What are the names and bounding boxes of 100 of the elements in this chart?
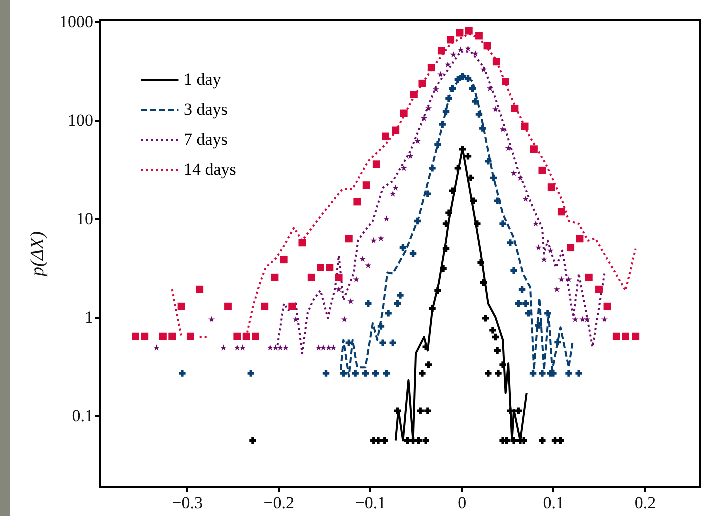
point xyxy=(414,218,422,225)
point xyxy=(382,132,390,140)
point xyxy=(494,347,501,354)
point xyxy=(544,310,552,317)
point xyxy=(365,262,372,269)
point xyxy=(584,316,591,322)
point xyxy=(392,126,400,134)
point xyxy=(532,220,540,227)
legend-label: 7 days xyxy=(184,130,228,149)
point xyxy=(449,85,456,92)
point xyxy=(538,166,546,174)
point xyxy=(417,408,424,414)
point xyxy=(336,286,342,292)
point xyxy=(288,302,296,310)
point xyxy=(422,344,430,350)
point xyxy=(478,259,484,266)
point xyxy=(557,437,564,444)
point xyxy=(421,115,428,122)
point xyxy=(572,316,579,322)
point xyxy=(434,287,442,294)
point xyxy=(298,239,306,247)
point xyxy=(510,437,518,444)
point xyxy=(410,91,418,98)
point xyxy=(168,332,176,340)
point xyxy=(360,256,366,262)
point xyxy=(141,332,149,340)
point xyxy=(480,125,486,132)
point xyxy=(510,267,518,274)
point xyxy=(308,274,316,282)
point xyxy=(576,370,582,377)
point xyxy=(507,240,514,246)
point xyxy=(517,174,524,181)
point xyxy=(383,370,390,377)
point xyxy=(535,322,542,329)
point xyxy=(240,344,246,351)
point xyxy=(390,340,396,346)
point xyxy=(632,332,640,340)
point xyxy=(566,276,572,282)
point xyxy=(352,370,359,377)
point xyxy=(485,158,492,165)
point xyxy=(487,85,494,92)
point xyxy=(476,32,483,40)
point xyxy=(282,344,290,351)
point xyxy=(426,362,432,368)
point xyxy=(340,370,348,377)
point xyxy=(446,210,452,216)
point xyxy=(424,408,432,414)
point xyxy=(440,265,447,272)
point xyxy=(335,274,343,282)
point xyxy=(415,437,422,444)
point xyxy=(490,327,496,334)
point xyxy=(271,274,279,282)
point xyxy=(456,29,464,37)
point xyxy=(604,302,612,310)
point xyxy=(320,344,327,351)
point xyxy=(472,50,479,57)
point xyxy=(220,344,227,351)
point xyxy=(428,64,436,72)
point xyxy=(503,437,510,444)
point xyxy=(465,27,473,35)
point xyxy=(422,437,430,444)
point xyxy=(485,370,492,377)
point xyxy=(346,340,353,346)
point xyxy=(505,145,512,152)
point xyxy=(400,244,407,252)
point xyxy=(450,52,457,58)
point xyxy=(196,286,204,294)
point xyxy=(449,188,456,194)
point xyxy=(178,302,186,310)
point xyxy=(400,165,408,172)
point xyxy=(554,338,562,346)
point xyxy=(511,104,519,112)
point xyxy=(407,153,414,160)
point xyxy=(272,344,280,351)
point xyxy=(494,198,501,204)
point xyxy=(384,216,390,222)
point xyxy=(414,138,422,144)
point xyxy=(454,165,462,172)
x-tick-label: 0.1 xyxy=(543,494,565,512)
point xyxy=(536,244,542,251)
x-tick-label: 0.2 xyxy=(634,494,656,512)
point xyxy=(326,264,334,272)
point xyxy=(492,58,500,66)
legend-label: 1 day xyxy=(184,70,222,89)
y-tick-label: 100 xyxy=(68,111,94,130)
point xyxy=(558,208,566,216)
point xyxy=(500,126,506,132)
point xyxy=(522,300,530,308)
point xyxy=(160,332,167,340)
point xyxy=(522,196,530,202)
point xyxy=(480,66,488,73)
point xyxy=(447,36,455,44)
point xyxy=(316,344,322,351)
point xyxy=(602,316,608,322)
point xyxy=(472,98,479,105)
point xyxy=(490,174,498,182)
point xyxy=(248,370,254,377)
y-tick-label: 10 xyxy=(76,210,94,229)
point xyxy=(446,95,452,102)
point xyxy=(400,110,408,118)
